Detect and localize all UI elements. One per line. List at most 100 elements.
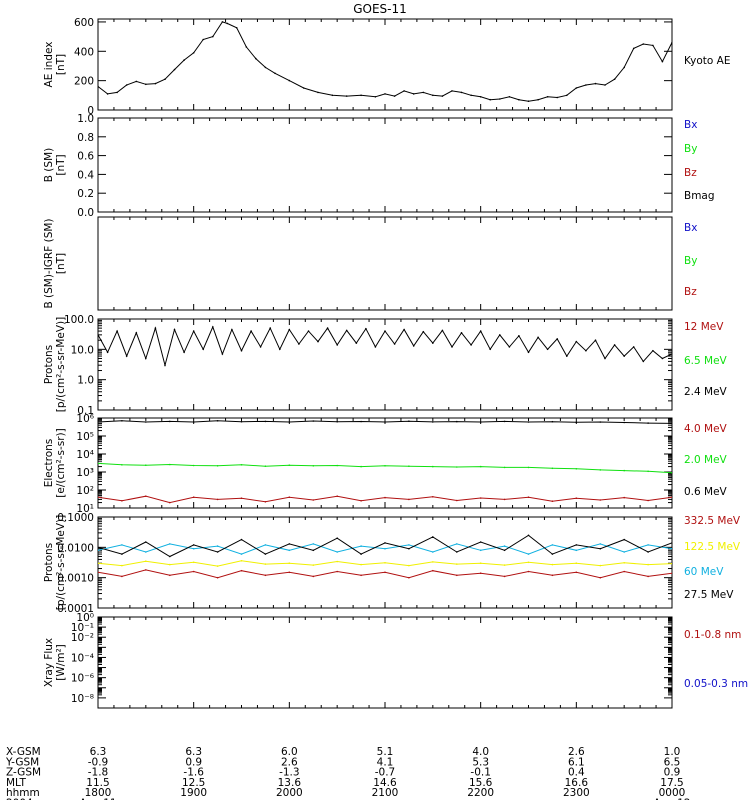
protons2-point: [240, 553, 243, 555]
electrons-point: [503, 466, 506, 469]
ephem-cell: 16.6: [565, 777, 589, 789]
protons1-point: [145, 357, 147, 360]
protons2-point: [384, 571, 386, 574]
protons2-point: [121, 564, 123, 567]
electrons-ytick-label: 10²: [76, 485, 94, 497]
electrons-point: [456, 420, 458, 423]
protons1-point: [575, 340, 578, 343]
ae-ytick-label: 0: [87, 105, 94, 117]
electrons-point: [312, 465, 315, 467]
ae-point: [235, 27, 238, 29]
xray-ylabel: Xray Flux: [43, 638, 55, 687]
bsm-legend-Bmag: Bmag: [684, 190, 715, 202]
protons2-point: [288, 571, 291, 574]
protons1-point: [489, 348, 492, 351]
protons2-ytick-label: 0.0001: [57, 603, 94, 615]
electrons-point: [479, 465, 482, 468]
protons1-point: [326, 327, 329, 329]
protons2-point: [98, 571, 99, 574]
protons2-point: [432, 551, 434, 553]
ae-point: [116, 91, 118, 94]
ephem-cell: 2000: [276, 787, 303, 799]
ae-point: [154, 82, 157, 85]
protons2-point: [360, 574, 362, 577]
ephem-cell: -0.1: [470, 767, 491, 779]
protons2-point: [145, 551, 147, 553]
ae-point: [585, 84, 587, 86]
electrons-frame: [97, 417, 673, 509]
protons2-point: [432, 536, 434, 538]
xray-legend-0-1-0-8-nm: 0.1-0.8 nm: [684, 629, 741, 641]
electrons-point: [264, 465, 267, 468]
electrons-point: [408, 465, 410, 468]
protons2-point: [145, 569, 147, 571]
protons1-series-2-4-MeV: [98, 325, 672, 368]
ae-ylabel: [nT]: [55, 54, 67, 75]
protons2-point: [336, 537, 339, 539]
ae-point: [221, 21, 224, 23]
ephem-cell: -0.9: [88, 756, 109, 768]
ae-point: [393, 95, 396, 97]
protons2-point: [551, 574, 554, 577]
ae-point: [212, 35, 214, 38]
protons2-point: [479, 572, 482, 574]
protons2-point: [599, 576, 602, 579]
electrons-point: [527, 496, 530, 499]
electrons-ytick-label: 10⁶: [76, 413, 94, 425]
protons1-point: [298, 343, 300, 345]
protons1-point: [499, 334, 501, 336]
protons1-point: [470, 344, 472, 346]
electrons-point: [551, 500, 554, 503]
panel-ae: 0 200 400 600 AE index [nT] Kyoto AE: [43, 17, 730, 117]
protons1-point: [652, 349, 654, 352]
panel-protons2: 0.0001 0.0010 0.0100 0.1000 Protons [p/(cm²-s…: [43, 512, 741, 615]
protons1-ytick-label: 10.0: [71, 344, 94, 356]
electrons-point: [145, 495, 147, 498]
ae-point: [317, 91, 319, 94]
protons2-point: [623, 538, 625, 541]
protons2-point: [121, 575, 123, 578]
protons2-point: [264, 544, 267, 546]
protons1-point: [279, 348, 281, 351]
electrons-point: [432, 496, 434, 498]
protons1-point: [192, 330, 195, 332]
panel-bigrf: B (SM)-IGRF (SM) [nT] Bx By Bz: [43, 216, 697, 311]
bsm-ytick-label: 1.0: [77, 113, 94, 125]
electrons-point: [121, 420, 123, 422]
electrons-point: [671, 472, 672, 474]
protons2-point: [240, 569, 243, 572]
electrons-legend-0-6-MeV: 0.6 MeV: [684, 486, 728, 498]
protons2-point: [384, 562, 386, 564]
electrons-point: [671, 422, 672, 425]
electrons-point: [216, 465, 219, 467]
electrons-point: [384, 465, 386, 467]
protons2-point: [408, 576, 410, 579]
protons2-point: [671, 562, 672, 565]
protons2-point: [456, 574, 458, 577]
ae-point: [245, 46, 248, 48]
ephem-cell: 0000: [659, 787, 686, 799]
ae-point: [537, 98, 539, 101]
protons1-point: [212, 326, 214, 328]
electrons-point: [456, 499, 458, 502]
electrons-point: [503, 498, 506, 501]
protons2-ytick-label: 0.0100: [57, 542, 94, 554]
electrons-ytick-label: 10¹: [76, 503, 94, 515]
protons1-ylabel: Protons: [43, 345, 55, 384]
ae-point: [470, 94, 472, 97]
protons2-ytick-label: 0.1000: [57, 512, 94, 524]
protons2-legend-332-5-MeV: 332.5 MeV: [684, 515, 741, 527]
ephem-cell: -1.3: [279, 767, 300, 779]
protons2-point: [575, 571, 578, 574]
ae-point: [274, 72, 276, 75]
electrons-point: [456, 466, 458, 468]
ae-point: [623, 66, 625, 69]
protons2-point: [169, 563, 171, 566]
xray-frame: [97, 616, 673, 709]
bsm-ytick-label: 0.8: [77, 132, 94, 144]
ae-point: [264, 66, 267, 69]
protons2-point: [456, 543, 458, 545]
protons2-legend-122-5-MeV: 122.5 MeV: [684, 541, 741, 553]
protons1-point: [585, 349, 587, 352]
ephem-cell: -0.7: [375, 767, 396, 779]
